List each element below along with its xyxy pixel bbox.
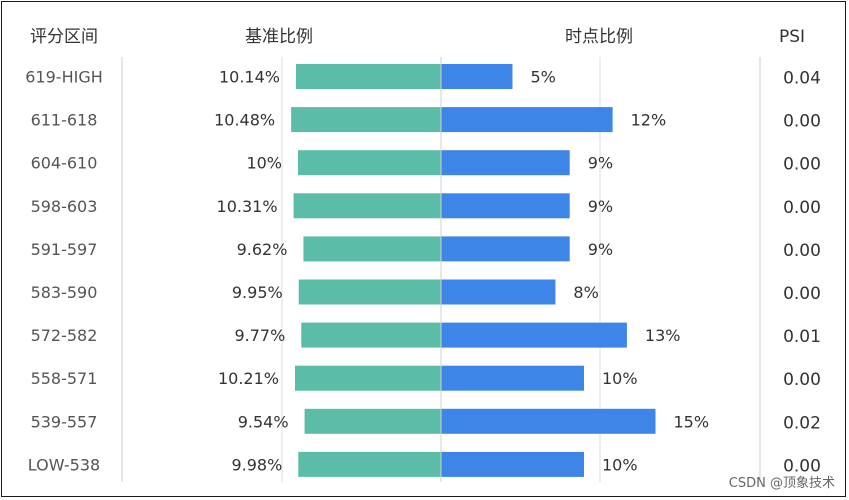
base-value-label: 10.31%	[217, 197, 278, 216]
point-value-label: 9%	[588, 197, 613, 216]
category-label: 598-603	[31, 197, 98, 216]
point-value-label: 10%	[602, 455, 638, 474]
point-value-label: 9%	[588, 240, 613, 259]
point-bar	[441, 451, 584, 477]
point-bar	[441, 64, 513, 89]
point-value-label: 10%	[602, 369, 638, 388]
category-label: 611-618	[31, 111, 98, 130]
base-bar	[293, 193, 441, 219]
category-label: 572-582	[31, 326, 98, 345]
header-category: 评分区间	[30, 27, 98, 47]
base-bar	[304, 408, 441, 434]
point-bar	[441, 193, 570, 219]
header-base: 基准比例	[245, 27, 313, 47]
point-value-label: 12%	[631, 111, 667, 130]
base-value-label: 10.48%	[214, 111, 275, 130]
base-bar	[298, 150, 441, 176]
psi-value: 0.01	[783, 327, 821, 347]
watermark: CSDN @顶象技术	[729, 476, 835, 491]
base-value-label: 9.54%	[238, 412, 289, 431]
psi-value: 0.00	[783, 112, 821, 132]
point-bar	[441, 408, 656, 434]
base-bar	[298, 451, 441, 477]
category-label: 604-610	[31, 154, 98, 173]
category-label: 583-590	[31, 283, 98, 302]
point-value-label: 13%	[645, 326, 681, 345]
psi-value: 0.04	[783, 69, 821, 89]
psi-value: 0.00	[783, 284, 821, 304]
point-value-label: 15%	[674, 412, 710, 431]
header-psi: PSI	[779, 27, 805, 47]
point-bar	[441, 236, 570, 262]
point-bar	[441, 322, 627, 348]
psi-value: 0.02	[783, 413, 821, 433]
base-value-label: 10.21%	[218, 369, 279, 388]
base-value-label: 9.62%	[237, 240, 288, 259]
base-value-label: 9.95%	[232, 283, 283, 302]
category-label: 619-HIGH	[25, 68, 103, 87]
psi-value: 0.00	[783, 370, 821, 390]
category-label: 539-557	[31, 412, 98, 431]
header-point: 时点比例	[565, 27, 633, 47]
category-label: 591-597	[31, 240, 98, 259]
base-bar	[298, 279, 441, 305]
psi-value: 0.00	[783, 198, 821, 218]
base-bar	[295, 64, 441, 89]
point-value-label: 9%	[588, 154, 613, 173]
point-bar	[441, 107, 613, 133]
point-bar	[441, 365, 584, 391]
base-value-label: 9.98%	[231, 455, 282, 474]
psi-value: 0.00	[783, 241, 821, 261]
category-label: 558-571	[31, 369, 98, 388]
chart-rows: 619-HIGH 10.14% 5% 0.04 611-618 10.48% 12% 0.00…	[25, 64, 821, 477]
point-value-label: 5%	[531, 68, 556, 87]
category-label: LOW-538	[28, 455, 100, 474]
base-bar	[301, 322, 441, 348]
point-bar	[441, 150, 570, 176]
base-value-label: 9.77%	[234, 326, 285, 345]
base-bar	[303, 236, 441, 262]
point-value-label: 8%	[573, 283, 598, 302]
point-bar	[441, 279, 556, 305]
base-bar	[291, 107, 441, 133]
psi-value: 0.00	[783, 456, 821, 476]
base-value-label: 10%	[246, 154, 282, 173]
base-value-label: 10.14%	[219, 68, 280, 87]
psi-value: 0.00	[783, 155, 821, 175]
base-bar	[294, 365, 441, 391]
